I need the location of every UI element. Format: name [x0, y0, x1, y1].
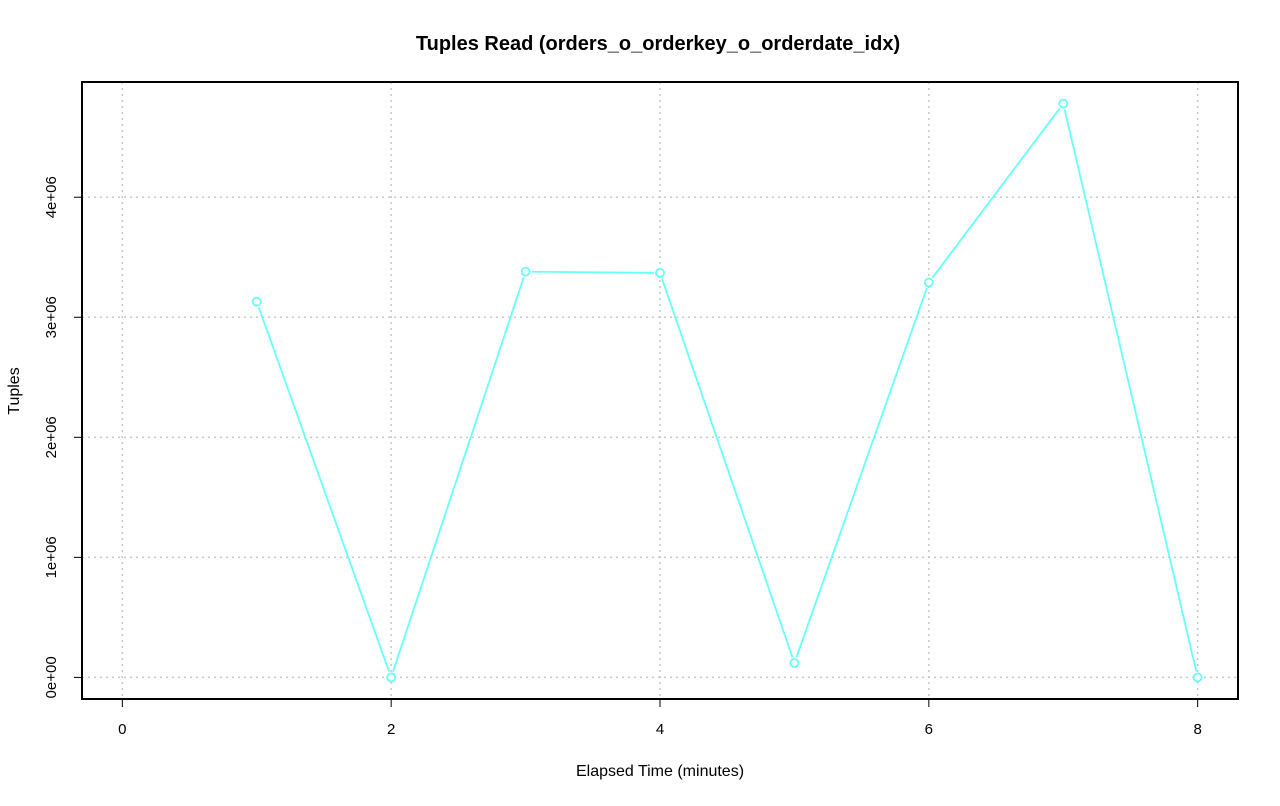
x-tick-label: 4: [656, 721, 664, 738]
y-tick-label: 0e+00: [43, 656, 60, 698]
data-point: [655, 267, 665, 278]
series-layer: [251, 98, 1203, 683]
series-line-segment: [392, 277, 525, 672]
data-point: [923, 277, 934, 288]
y-tick-label: 2e+06: [43, 416, 60, 458]
x-axis-label: Elapsed Time (minutes): [576, 763, 744, 780]
data-point: [386, 672, 397, 683]
x-tick-label: 2: [387, 721, 395, 738]
grid-lines: [82, 82, 1238, 699]
data-point: [1058, 98, 1069, 109]
series-line-segment: [257, 307, 390, 673]
y-axis: 0e+00 1e+06 2e+06 3e+06 4e+06: [43, 176, 82, 698]
chart-title: Tuples Read (orders_o_orderkey_o_orderda…: [416, 33, 900, 55]
series-line-segment: [531, 270, 655, 274]
series-line-segment: [661, 278, 794, 658]
data-point: [1192, 672, 1203, 683]
series-line-segment: [795, 287, 928, 658]
x-axis: 0 2 4 6 8: [118, 699, 1202, 738]
y-tick-label: 1e+06: [43, 536, 60, 578]
y-tick-label: 3e+06: [43, 296, 60, 338]
y-tick-label: 4e+06: [43, 176, 60, 218]
series-line-segment: [1063, 109, 1198, 672]
data-point: [251, 296, 262, 307]
x-tick-label: 0: [118, 721, 126, 738]
series-line-segment: [931, 107, 1061, 279]
y-axis-label: Tuples: [6, 367, 23, 414]
plot-frame: [81, 81, 1239, 700]
x-tick-label: 6: [925, 721, 933, 738]
data-point: [520, 266, 531, 277]
x-tick-label: 8: [1194, 721, 1202, 738]
data-point: [789, 658, 800, 668]
